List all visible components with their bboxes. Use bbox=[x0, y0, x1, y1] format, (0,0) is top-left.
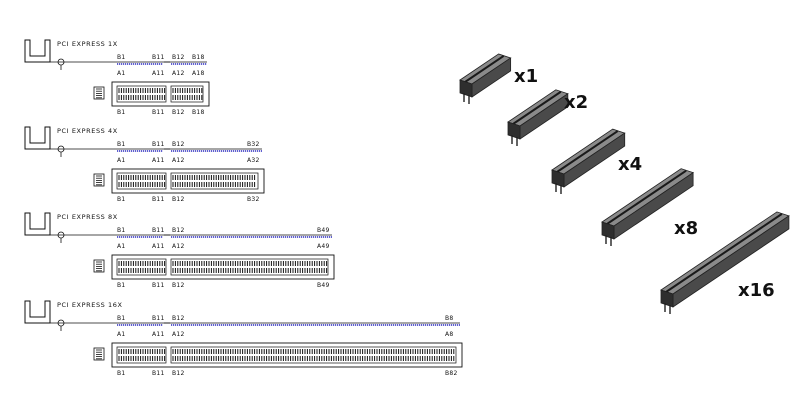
pin-label-mid: A11 bbox=[152, 331, 165, 338]
slot-groove bbox=[606, 169, 687, 225]
pin-label-top: B1 bbox=[117, 141, 126, 148]
pin-label-top: B11 bbox=[152, 227, 165, 234]
slot-pins bbox=[118, 88, 203, 100]
slot-groove bbox=[464, 55, 505, 83]
pin-label-bottom: B12 bbox=[172, 109, 185, 116]
slot-pins bbox=[118, 261, 328, 273]
slot-opening-left bbox=[116, 172, 167, 190]
slot-opening-left bbox=[116, 346, 167, 364]
pcie-section-16x: PCI EXPRESS 16X B1 B11 B12 B8 A1 A11 A12 A8 B1 B11… bbox=[24, 300, 463, 377]
slot-groove bbox=[665, 213, 783, 293]
pin-label-top: B12 bbox=[172, 227, 185, 234]
section-title: PCI EXPRESS 1X bbox=[57, 40, 118, 48]
pin-label-bottom: B11 bbox=[152, 282, 165, 289]
pin-label-mid: A12 bbox=[172, 243, 185, 250]
bracket-icon bbox=[24, 300, 51, 324]
pin-label-bottom: B82 bbox=[445, 370, 458, 377]
slot-3d-x8: x8 bbox=[601, 168, 698, 246]
slot-3d-x4: x4 bbox=[551, 128, 642, 194]
pin-label-bottom: B12 bbox=[172, 370, 185, 377]
pin-label-bottom: B11 bbox=[152, 370, 165, 377]
pin-label-mid: A11 bbox=[152, 70, 165, 77]
pin-label-mid: A11 bbox=[152, 157, 165, 164]
slot-label: x8 bbox=[674, 218, 698, 239]
slot-opening-left bbox=[116, 85, 167, 103]
pin-label-bottom: B12 bbox=[172, 282, 185, 289]
slot-3d-x16: x16 bbox=[660, 211, 790, 314]
pin-label-bottom: B1 bbox=[117, 196, 126, 203]
slot-opening-right bbox=[170, 172, 259, 190]
pin-label-top: B1 bbox=[117, 227, 126, 234]
pin-label-top: B11 bbox=[152, 141, 165, 148]
slot-end-face bbox=[459, 79, 473, 98]
pin-label-top: B18 bbox=[192, 54, 205, 61]
pin-label-bottom: B49 bbox=[317, 282, 330, 289]
pin-label-bottom: B1 bbox=[117, 109, 126, 116]
pin-label-mid: A12 bbox=[172, 331, 185, 338]
pin-label-bottom: B32 bbox=[247, 196, 260, 203]
pcie-section-4x: PCI EXPRESS 4X B1 B11 B12 B32 A1 A11 A12 A32 B1 B1… bbox=[24, 126, 265, 203]
pin-label-top: B11 bbox=[152, 54, 165, 61]
pin-label-mid: A1 bbox=[117, 70, 126, 77]
pin-label-mid: A32 bbox=[247, 157, 260, 164]
section-title: PCI EXPRESS 4X bbox=[57, 127, 118, 135]
pin-label-mid: A18 bbox=[192, 70, 205, 77]
pin-label-bottom: B18 bbox=[192, 109, 205, 116]
bracket-icon bbox=[24, 39, 51, 63]
slot-end-face bbox=[601, 221, 615, 240]
slot-groove bbox=[512, 90, 562, 125]
bracket-icon bbox=[24, 212, 51, 236]
pcie-section-8x: PCI EXPRESS 8X B1 B11 B12 B49 A1 A11 A12 A49 B1 B1… bbox=[24, 212, 335, 289]
pin-label-bottom: B1 bbox=[117, 282, 126, 289]
pin-label-top: B8 bbox=[445, 315, 454, 322]
pin-label-top: B32 bbox=[247, 141, 260, 148]
pin-label-top: B1 bbox=[117, 54, 126, 61]
slot-pins bbox=[118, 349, 455, 361]
pin-label-mid: A1 bbox=[117, 243, 126, 250]
pin-label-mid: A1 bbox=[117, 331, 126, 338]
pin-label-bottom: B11 bbox=[152, 109, 165, 116]
slot-end-face bbox=[551, 169, 565, 188]
slot-label: x2 bbox=[564, 92, 588, 113]
pin-label-mid: A12 bbox=[172, 70, 185, 77]
bracket-icon bbox=[24, 126, 51, 150]
slot-label: x1 bbox=[514, 66, 538, 87]
pin-label-mid: A8 bbox=[445, 331, 454, 338]
slot-3d-x2: x2 bbox=[507, 89, 588, 146]
pin-label-bottom: B11 bbox=[152, 196, 165, 203]
pin-label-top: B12 bbox=[172, 315, 185, 322]
section-title: PCI EXPRESS 16X bbox=[57, 301, 123, 309]
pin-label-mid: A1 bbox=[117, 157, 126, 164]
slot-end-face bbox=[660, 289, 674, 308]
slot-label: x16 bbox=[738, 280, 775, 301]
pin-label-bottom: B12 bbox=[172, 196, 185, 203]
pin-label-top: B12 bbox=[172, 54, 185, 61]
pin-label-top: B11 bbox=[152, 315, 165, 322]
pcie-section-1x: PCI EXPRESS 1X B1 B11 B12 B18 A1 A11 A12 A18 B1 B1… bbox=[24, 39, 210, 116]
pin-label-mid: A49 bbox=[317, 243, 330, 250]
pin-label-mid: A11 bbox=[152, 243, 165, 250]
pin-label-top: B1 bbox=[117, 315, 126, 322]
pin-label-mid: A12 bbox=[172, 157, 185, 164]
slot-end-face bbox=[507, 121, 521, 140]
slot-groove bbox=[556, 130, 619, 173]
slot-opening-left bbox=[116, 258, 167, 276]
slot-label: x4 bbox=[618, 154, 642, 175]
pin-label-top: B12 bbox=[172, 141, 185, 148]
slot-3d-x1: x1 bbox=[459, 53, 538, 104]
pin-label-bottom: B1 bbox=[117, 370, 126, 377]
slot-opening-right bbox=[170, 258, 329, 276]
pin-label-top: B49 bbox=[317, 227, 330, 234]
section-title: PCI EXPRESS 8X bbox=[57, 213, 118, 221]
slot-pins bbox=[118, 175, 256, 187]
